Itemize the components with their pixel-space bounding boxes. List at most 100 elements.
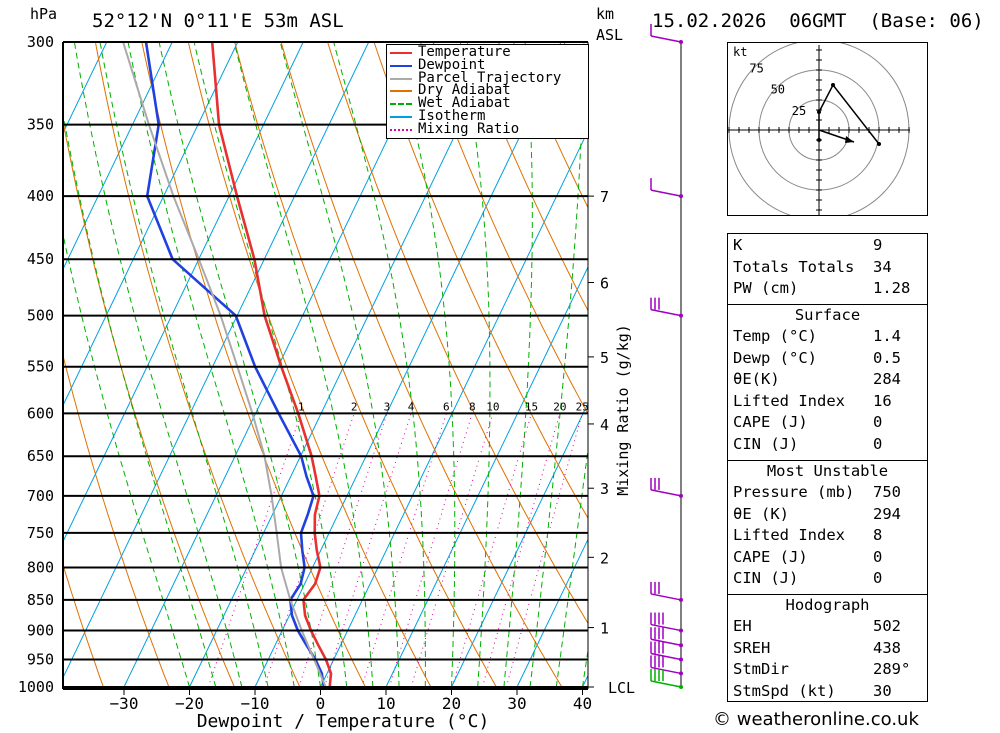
pressure-tick-label: 1000 <box>18 678 54 696</box>
index-row: PW (cm) 1.28 <box>728 278 927 300</box>
index-value: 0 <box>873 569 883 588</box>
wet-adiabat-line <box>127 42 295 688</box>
pressure-unit-label: hPa <box>30 5 58 23</box>
mixing-ratio-line <box>388 413 473 688</box>
index-label: CIN (J) <box>733 435 799 453</box>
dry-adiabat-line <box>419 42 588 416</box>
hodograph-ring-label: 75 <box>749 61 763 75</box>
pressure-tick-label: 850 <box>27 591 54 609</box>
legend-item: Isotherm <box>390 109 585 123</box>
index-label: Lifted Index <box>733 526 845 545</box>
wind-barb <box>650 655 683 676</box>
index-value: 502 <box>873 617 901 635</box>
legend-item: Wet Adiabat <box>390 95 585 112</box>
index-value: 294 <box>873 504 901 523</box>
legend-swatch <box>390 116 412 118</box>
wind-barb-staff <box>650 189 682 197</box>
x-tick-label: 20 <box>442 694 461 713</box>
index-row: Dewp (°C) 0.5 <box>728 348 927 370</box>
legend-item: Parcel Trajectory <box>390 69 585 86</box>
wind-point <box>679 643 683 648</box>
wind-barb-staff <box>650 623 682 632</box>
wind-point <box>679 685 683 689</box>
mixing-ratio-label: 15 <box>525 400 538 413</box>
index-label: CIN (J) <box>733 569 799 588</box>
index-row: Totals Totals 34 <box>728 257 927 279</box>
wind-barb-staff <box>650 652 682 661</box>
index-row: Lifted Index 16 <box>728 391 927 413</box>
pressure-tick-label: 450 <box>27 250 54 268</box>
wind-barb <box>650 641 683 662</box>
index-value: 0 <box>873 435 883 453</box>
index-value: 284 <box>873 370 901 389</box>
pressure-tick-label: 900 <box>27 622 54 640</box>
hodograph-point <box>817 138 821 142</box>
wind-point <box>679 597 683 602</box>
mixing-ratio-line <box>324 413 412 688</box>
index-label: CAPE (J) <box>733 547 808 566</box>
surface-section-title: Surface <box>728 304 927 327</box>
wet-adiabat-line <box>193 42 348 688</box>
height-label: 1 <box>600 620 609 638</box>
legend-swatch <box>390 103 412 106</box>
most-unstable-section-title: Most Unstable <box>728 460 927 483</box>
legend-swatch <box>390 52 412 54</box>
index-value: 0 <box>873 547 883 566</box>
index-value: 750 <box>873 483 901 501</box>
index-row: θE(K) 284 <box>728 369 927 391</box>
isotherm-line <box>451 402 588 688</box>
dry-adiabat-line <box>931 42 1000 687</box>
mixing-ratio-line <box>207 413 302 688</box>
wet-adiabat-line <box>73 42 243 688</box>
index-value: 1.4 <box>873 327 901 345</box>
legend-label: Parcel Trajectory <box>418 69 562 86</box>
index-label: Lifted Index <box>733 391 845 410</box>
wind-point <box>679 671 683 676</box>
index-label: θE(K) <box>733 370 780 389</box>
mixing-ratio-label: 8 <box>469 400 476 413</box>
legend-label: Wet Adiabat <box>418 95 511 112</box>
index-label: Pressure (mb) <box>733 483 855 501</box>
wind-point <box>679 657 683 662</box>
index-value: 8 <box>873 526 883 545</box>
hodograph-ring-label: 50 <box>771 83 785 97</box>
datetime-title: 15.02.2026 06GMT (Base: 06) <box>652 10 984 32</box>
pressure-tick-label: 650 <box>27 447 54 465</box>
pressure-tick-label: 800 <box>27 558 54 576</box>
wind-barb-staff <box>650 489 682 497</box>
wind-barb-staff <box>650 35 682 43</box>
pressure-tick-label: 700 <box>27 487 54 505</box>
dry-adiabat-line <box>63 563 104 688</box>
legend-item: Dewpoint <box>390 58 585 72</box>
index-value: 0.5 <box>873 348 901 367</box>
mixing-ratio-label: 1 <box>298 400 305 413</box>
mixing-ratio-line <box>505 413 583 688</box>
height-label: 3 <box>600 480 609 498</box>
legend-label: Temperature <box>418 44 511 60</box>
mixing-ratio-label: 2 <box>351 400 358 413</box>
legend-label: Mixing Ratio <box>418 120 520 137</box>
wind-barb <box>650 669 683 689</box>
isotherm-line <box>63 42 173 271</box>
wind-barb <box>650 581 683 602</box>
dry-adiabat-line <box>466 42 588 312</box>
x-tick-label: 30 <box>507 694 526 713</box>
pressure-tick-label: 750 <box>27 524 54 542</box>
wind-barb <box>650 178 683 199</box>
isotherm-line <box>516 538 588 688</box>
index-row: CAPE (J) 0 <box>728 412 927 434</box>
index-label: Dewp (°C) <box>733 348 817 367</box>
pressure-tick-label: 950 <box>27 651 54 669</box>
isotherm-line <box>385 265 588 688</box>
x-tick-label: −20 <box>175 694 204 713</box>
index-value: 289° <box>873 660 911 679</box>
wind-barb-staff <box>650 308 682 317</box>
wind-point <box>679 194 683 199</box>
index-label: PW (cm) <box>733 279 799 298</box>
wind-barb-staff <box>650 666 682 675</box>
index-row: Lifted Index 8 <box>728 525 927 547</box>
isotherm-line <box>63 42 239 407</box>
x-tick-label: −30 <box>110 694 139 713</box>
